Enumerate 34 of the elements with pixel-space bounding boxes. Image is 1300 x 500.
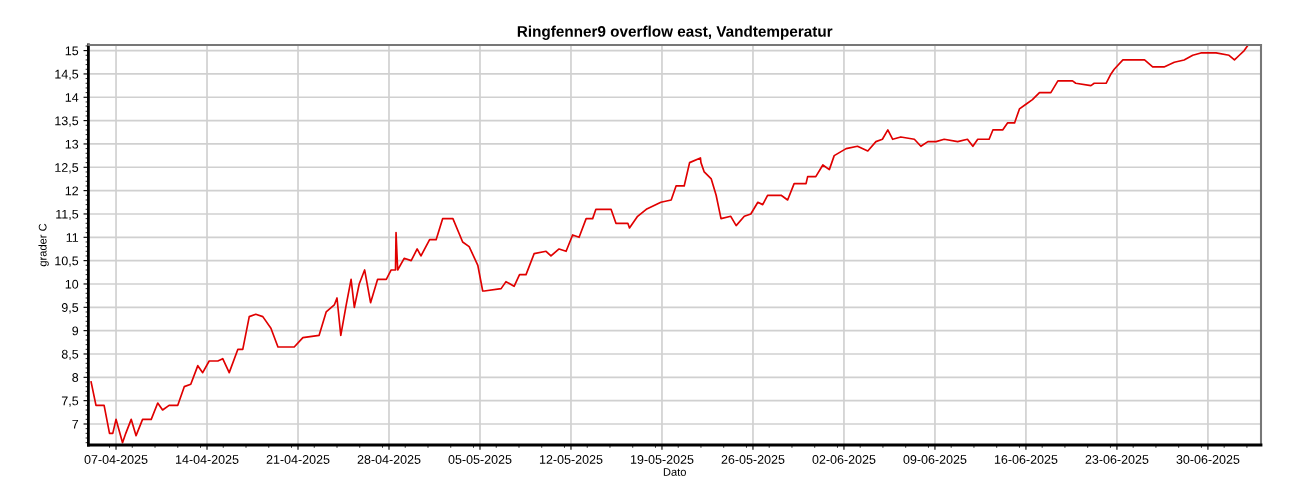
y-tick-label: 12,5	[55, 163, 79, 174]
x-axis-title: Dato	[663, 468, 686, 476]
y-tick-label: 12	[65, 186, 79, 196]
y-tick-label: 7,5	[61, 396, 79, 407]
y-tick-label: 8	[72, 373, 79, 382]
y-tick-label: 8,5	[61, 349, 79, 361]
x-tick-label: 07-04-2025	[84, 455, 148, 464]
y-tick-label: 13,5	[55, 116, 79, 127]
x-tick-label: 21-04-2025	[266, 455, 330, 464]
x-tick-label: 26-05-2025	[721, 455, 785, 464]
x-tick-label: 16-06-2025	[994, 455, 1058, 464]
line-series	[90, 45, 1249, 444]
x-tick-label: 28-04-2025	[357, 455, 421, 464]
y-tick-label: 11	[66, 233, 79, 242]
x-tick-label: 14-04-2025	[176, 455, 239, 464]
y-tick-label: 9,5	[61, 303, 79, 314]
y-tick-label: 10,5	[55, 256, 79, 267]
x-tick-label: 02-06-2025	[812, 455, 876, 464]
y-tick-label: 13	[65, 139, 79, 149]
y-tick-label: 7	[72, 419, 79, 429]
chart-title: Ringfenner9 overflow east, Vandtemperatur	[517, 25, 833, 40]
x-tick-label: 09-06-2025	[903, 455, 967, 464]
y-tick-label: 14,5	[55, 69, 79, 81]
y-tick-label: 9	[72, 326, 79, 336]
y-tick-label: 10	[65, 279, 79, 289]
x-tick-label: 23-06-2025	[1085, 455, 1149, 464]
x-tick-label: 05-05-2025	[448, 455, 512, 464]
y-tick-label: 11,5	[56, 209, 79, 221]
y-tick-label: 15	[65, 46, 79, 56]
x-tick-label: 12-05-2025	[539, 455, 603, 464]
y-tick-label: 14	[65, 93, 79, 102]
x-tick-label: 30-06-2025	[1176, 455, 1240, 464]
y-axis-title: grader C	[38, 223, 49, 267]
x-tick-label: 19-05-2025	[630, 455, 694, 464]
